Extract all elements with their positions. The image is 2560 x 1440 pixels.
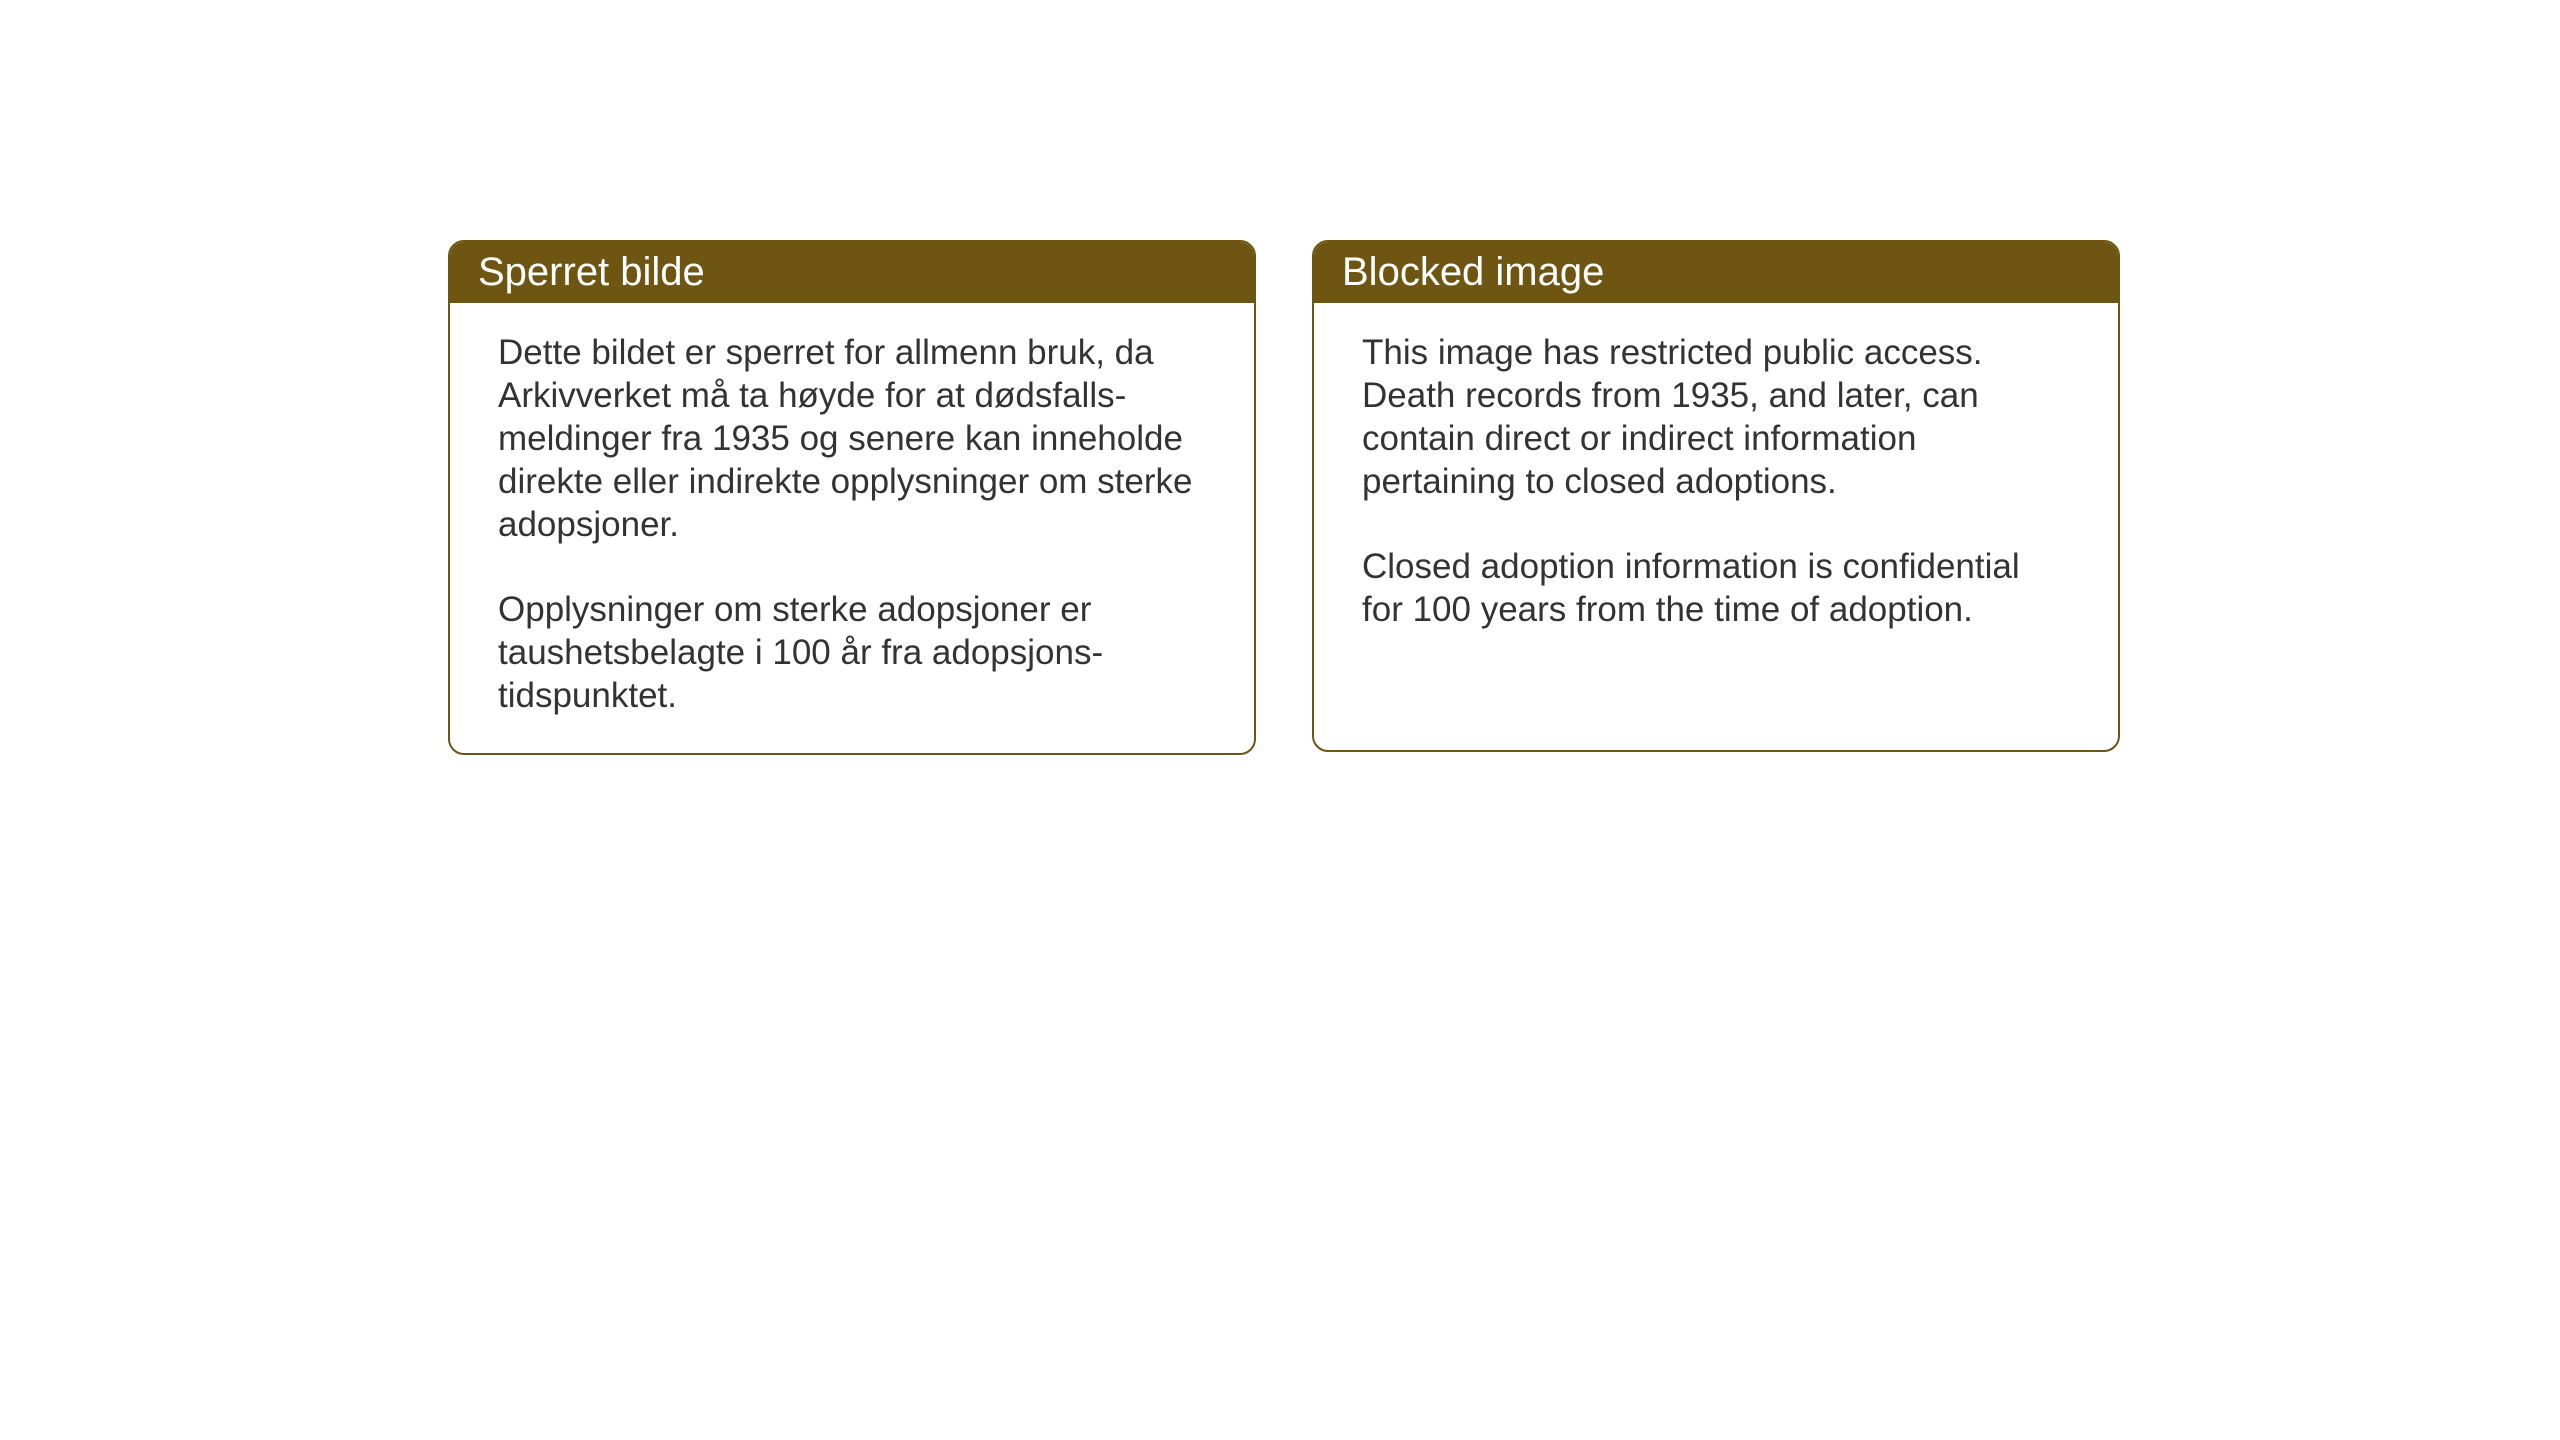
card-body-english: This image has restricted public access.…	[1314, 303, 2118, 667]
cards-container: Sperret bilde Dette bildet er sperret fo…	[448, 240, 2120, 755]
card-title-english: Blocked image	[1342, 250, 1604, 294]
card-body-norwegian: Dette bildet er sperret for allmenn bruk…	[450, 303, 1254, 753]
card-paragraph: Closed adoption information is confident…	[1362, 545, 2070, 631]
card-header-norwegian: Sperret bilde	[450, 242, 1254, 303]
card-title-norwegian: Sperret bilde	[478, 250, 705, 294]
card-paragraph: Dette bildet er sperret for allmenn bruk…	[498, 331, 1206, 546]
card-header-english: Blocked image	[1314, 242, 2118, 303]
card-paragraph: Opplysninger om sterke adopsjoner er tau…	[498, 588, 1206, 717]
card-paragraph: This image has restricted public access.…	[1362, 331, 2070, 503]
card-norwegian: Sperret bilde Dette bildet er sperret fo…	[448, 240, 1256, 755]
card-english: Blocked image This image has restricted …	[1312, 240, 2120, 752]
